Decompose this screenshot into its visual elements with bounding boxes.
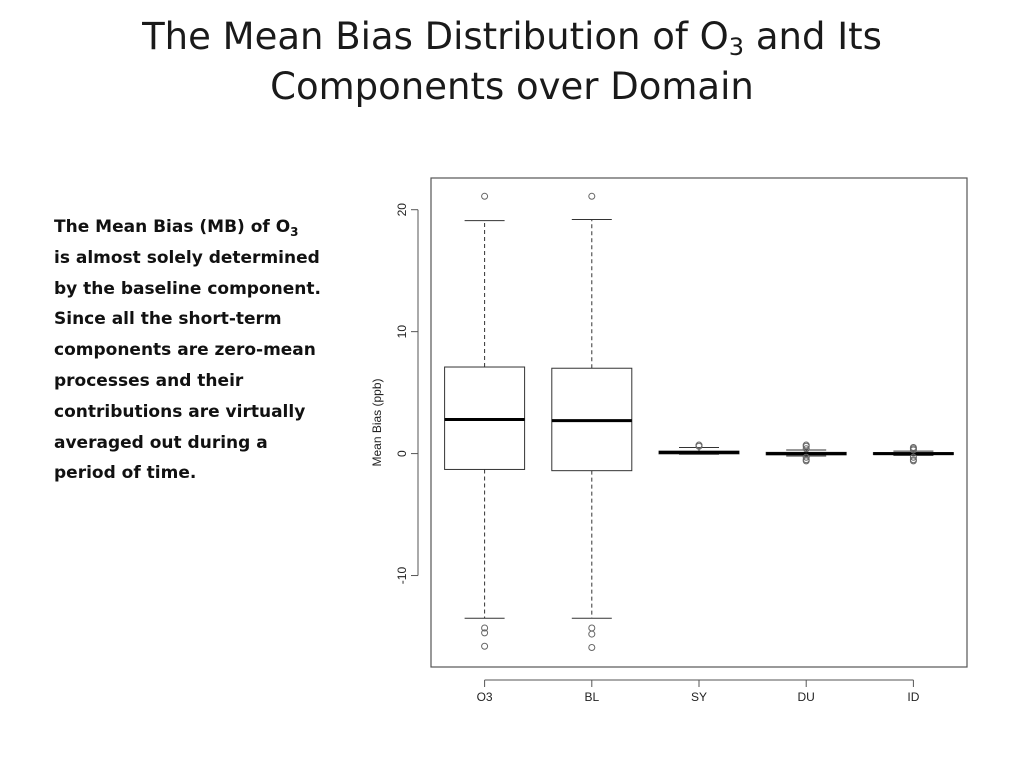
- explanation-line: contributions are virtually: [54, 401, 306, 422]
- explanation-subscript: 3: [290, 225, 299, 239]
- y-tick-label: 0: [395, 450, 409, 457]
- explanation-line: averaged out during a: [54, 432, 268, 453]
- outlier-point: [802, 457, 810, 465]
- outlier-point: [588, 643, 596, 651]
- outlier-point: [909, 443, 917, 451]
- plot-frame: [430, 177, 968, 668]
- x-tick-label: DU: [798, 690, 815, 704]
- x-tick-label: BL: [584, 690, 599, 704]
- outlier-point: [588, 192, 596, 200]
- slide-title: The Mean Bias Distribution of O3 and Its…: [60, 12, 964, 112]
- outlier-point: [802, 445, 810, 453]
- x-tick-label: ID: [907, 690, 919, 704]
- outlier-point: [802, 453, 810, 461]
- title-subscript: 3: [728, 33, 745, 61]
- outlier-point: [909, 457, 917, 465]
- outlier-point: [481, 192, 489, 200]
- outlier-point: [588, 624, 596, 632]
- title-text-part2: and Its: [744, 15, 882, 58]
- title-text-part1: The Mean Bias Distribution of O: [142, 15, 729, 58]
- outlier-point: [909, 453, 917, 461]
- title-line-2: Components over Domain: [270, 65, 754, 108]
- title-line-1: The Mean Bias Distribution of O3 and Its: [60, 12, 964, 62]
- outlier-point: [481, 629, 489, 637]
- y-tick-label: 20: [395, 203, 409, 217]
- y-tick-label: -10: [395, 567, 409, 585]
- outlier-point: [802, 441, 810, 449]
- x-tick-label: SY: [691, 690, 707, 704]
- explanation-line-1-main: The Mean Bias (MB) of O: [54, 217, 291, 237]
- x-tick-label: O3: [477, 690, 493, 704]
- y-axis-label: Mean Bias (ppb): [370, 378, 384, 466]
- explanation-text: The Mean Bias (MB) of O3 is almost solel…: [54, 212, 354, 489]
- explanation-line: is almost solely determined: [54, 247, 320, 268]
- explanation-line-1: The Mean Bias (MB) of O3: [54, 212, 354, 243]
- explanation-line: processes and their: [54, 370, 244, 391]
- explanation-line: period of time.: [54, 463, 197, 484]
- outlier-point: [481, 624, 489, 632]
- outlier-point: [588, 630, 596, 638]
- y-tick-label: 10: [395, 325, 409, 339]
- explanation-line: Since all the short-term: [54, 309, 282, 330]
- explanation-line: components are zero-mean: [54, 340, 316, 361]
- explanation-line: by the baseline component.: [54, 278, 321, 299]
- outlier-point: [481, 642, 489, 650]
- outlier-point: [695, 441, 703, 449]
